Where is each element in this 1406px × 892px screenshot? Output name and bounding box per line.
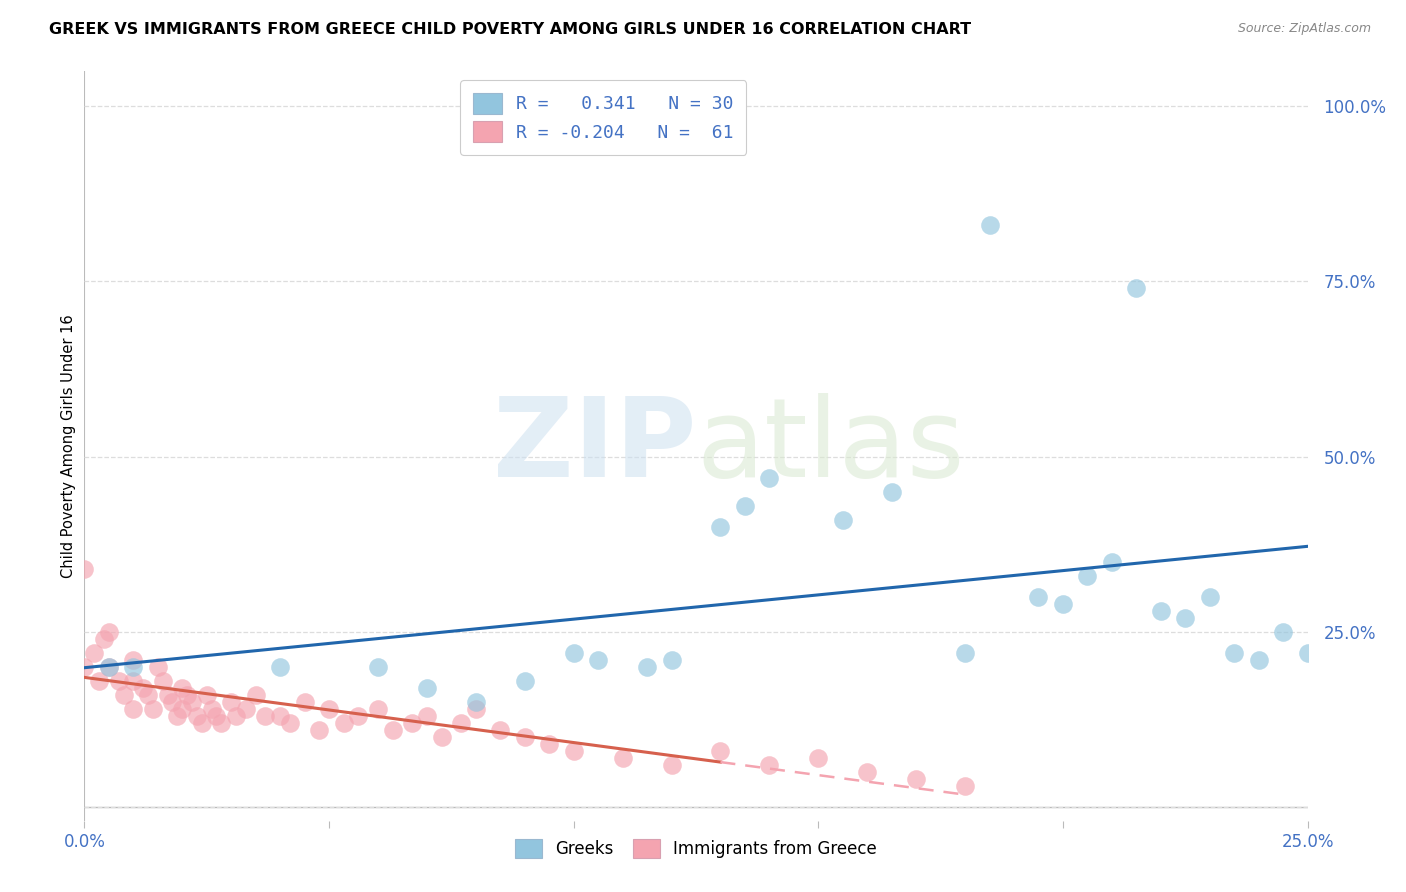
Point xyxy=(367,659,389,673)
Point xyxy=(562,646,585,660)
Point xyxy=(162,695,184,709)
Point xyxy=(464,695,486,709)
Point xyxy=(953,646,976,660)
Point xyxy=(1101,555,1123,569)
Point xyxy=(562,743,585,757)
Point xyxy=(1125,281,1147,295)
Point xyxy=(367,701,389,715)
Point xyxy=(294,695,316,709)
Point xyxy=(905,772,928,786)
Point xyxy=(225,708,247,723)
Point xyxy=(122,659,145,673)
Point xyxy=(132,681,155,695)
Text: atlas: atlas xyxy=(696,392,965,500)
Point xyxy=(136,688,159,702)
Point xyxy=(142,701,165,715)
Point xyxy=(1052,597,1074,611)
Point xyxy=(156,688,179,702)
Point xyxy=(176,688,198,702)
Point xyxy=(1150,603,1173,617)
Point xyxy=(166,708,188,723)
Point xyxy=(1076,568,1098,582)
Point xyxy=(538,737,561,751)
Point xyxy=(661,652,683,666)
Point xyxy=(1174,610,1197,624)
Point xyxy=(831,512,853,526)
Point xyxy=(107,673,129,688)
Point xyxy=(332,715,354,730)
Point xyxy=(269,659,291,673)
Point xyxy=(807,750,830,764)
Point xyxy=(172,681,194,695)
Point xyxy=(381,723,404,737)
Point xyxy=(146,659,169,673)
Text: ZIP: ZIP xyxy=(492,392,696,500)
Point xyxy=(308,723,330,737)
Point xyxy=(93,632,115,646)
Legend: Greeks, Immigrants from Greece: Greeks, Immigrants from Greece xyxy=(508,832,884,864)
Point xyxy=(186,708,208,723)
Point xyxy=(122,652,145,666)
Point xyxy=(709,519,731,533)
Point xyxy=(87,673,110,688)
Point xyxy=(97,659,120,673)
Point xyxy=(278,715,301,730)
Point xyxy=(586,652,609,666)
Point xyxy=(612,750,634,764)
Point xyxy=(122,701,145,715)
Point xyxy=(416,708,439,723)
Text: Source: ZipAtlas.com: Source: ZipAtlas.com xyxy=(1237,22,1371,36)
Point xyxy=(83,646,105,660)
Point xyxy=(191,715,214,730)
Point xyxy=(347,708,370,723)
Point xyxy=(513,730,536,744)
Point xyxy=(73,561,96,575)
Point xyxy=(661,757,683,772)
Point xyxy=(1223,646,1246,660)
Point xyxy=(318,701,340,715)
Point xyxy=(734,499,756,513)
Point xyxy=(152,673,174,688)
Point xyxy=(1247,652,1270,666)
Point xyxy=(636,659,658,673)
Point xyxy=(97,659,120,673)
Point xyxy=(205,708,228,723)
Point xyxy=(1296,646,1319,660)
Point xyxy=(1028,590,1050,604)
Point xyxy=(401,715,423,730)
Point xyxy=(758,757,780,772)
Point xyxy=(172,701,194,715)
Y-axis label: Child Poverty Among Girls Under 16: Child Poverty Among Girls Under 16 xyxy=(60,314,76,578)
Point xyxy=(209,715,232,730)
Point xyxy=(195,688,218,702)
Text: GREEK VS IMMIGRANTS FROM GREECE CHILD POVERTY AMONG GIRLS UNDER 16 CORRELATION C: GREEK VS IMMIGRANTS FROM GREECE CHILD PO… xyxy=(49,22,972,37)
Point xyxy=(245,688,267,702)
Point xyxy=(758,470,780,484)
Point xyxy=(1198,590,1220,604)
Point xyxy=(856,764,879,779)
Point xyxy=(112,688,135,702)
Point xyxy=(200,701,222,715)
Point xyxy=(1272,624,1295,639)
Point xyxy=(880,484,903,499)
Point xyxy=(979,219,1001,233)
Point xyxy=(122,673,145,688)
Point xyxy=(513,673,536,688)
Point xyxy=(450,715,472,730)
Point xyxy=(709,743,731,757)
Point xyxy=(181,695,204,709)
Point xyxy=(269,708,291,723)
Point xyxy=(416,681,439,695)
Point xyxy=(254,708,277,723)
Point xyxy=(953,779,976,793)
Point xyxy=(219,695,242,709)
Point xyxy=(489,723,512,737)
Point xyxy=(464,701,486,715)
Point xyxy=(97,624,120,639)
Point xyxy=(430,730,453,744)
Point xyxy=(73,659,96,673)
Point xyxy=(235,701,257,715)
